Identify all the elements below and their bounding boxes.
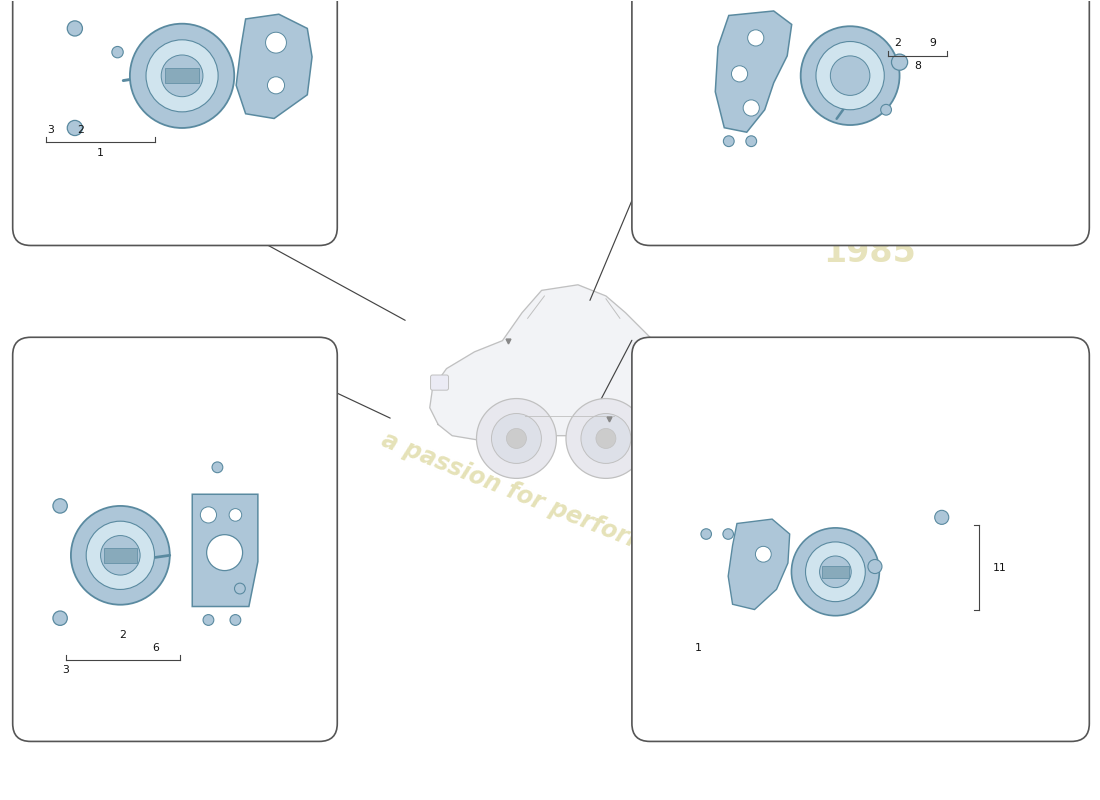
Bar — [104, 548, 136, 562]
Text: 2: 2 — [894, 38, 901, 48]
Circle shape — [881, 104, 891, 115]
Circle shape — [204, 614, 213, 626]
Circle shape — [212, 462, 223, 473]
Circle shape — [935, 510, 949, 524]
Circle shape — [234, 583, 245, 594]
Circle shape — [792, 528, 879, 616]
Circle shape — [130, 24, 234, 128]
Text: 13: 13 — [89, 13, 121, 74]
Circle shape — [724, 136, 734, 146]
Text: 4: 4 — [182, 3, 214, 63]
Circle shape — [830, 56, 870, 95]
Circle shape — [53, 498, 67, 513]
FancyBboxPatch shape — [13, 0, 338, 246]
Circle shape — [86, 521, 154, 590]
Text: 12: 12 — [761, 494, 774, 529]
Circle shape — [581, 414, 631, 463]
FancyBboxPatch shape — [13, 338, 338, 742]
Circle shape — [748, 30, 763, 46]
Circle shape — [868, 559, 882, 574]
Circle shape — [891, 54, 908, 70]
Bar — [165, 68, 199, 83]
Circle shape — [70, 506, 169, 605]
Circle shape — [732, 66, 748, 82]
Text: 13: 13 — [768, 80, 782, 115]
FancyBboxPatch shape — [631, 0, 1089, 246]
Text: 7: 7 — [210, 476, 239, 503]
Circle shape — [67, 120, 82, 135]
FancyBboxPatch shape — [430, 375, 449, 390]
Text: 3: 3 — [63, 665, 69, 674]
Text: 9: 9 — [930, 38, 936, 48]
Text: 5: 5 — [741, 73, 760, 104]
Circle shape — [701, 529, 712, 539]
Text: 11: 11 — [992, 562, 1007, 573]
Circle shape — [805, 542, 866, 602]
Circle shape — [596, 429, 616, 449]
Text: 1985: 1985 — [823, 236, 916, 269]
FancyBboxPatch shape — [631, 338, 1089, 742]
Polygon shape — [430, 285, 675, 444]
Text: 2: 2 — [828, 492, 842, 527]
Circle shape — [200, 507, 217, 523]
Text: 5: 5 — [708, 484, 734, 520]
Circle shape — [476, 398, 557, 478]
Circle shape — [267, 77, 285, 94]
Circle shape — [265, 32, 286, 53]
Text: 10: 10 — [803, 78, 816, 110]
Circle shape — [100, 535, 140, 575]
Text: 5: 5 — [200, 454, 219, 486]
Circle shape — [67, 21, 82, 36]
Text: 1: 1 — [694, 642, 702, 653]
Circle shape — [744, 100, 759, 116]
Circle shape — [723, 529, 734, 539]
Polygon shape — [728, 519, 790, 610]
Text: 5: 5 — [256, 15, 299, 42]
Text: 6: 6 — [152, 642, 158, 653]
Circle shape — [230, 614, 241, 626]
Polygon shape — [236, 14, 312, 118]
Text: 13: 13 — [197, 524, 228, 548]
Text: a passion for performance: a passion for performance — [377, 428, 713, 582]
Circle shape — [112, 46, 123, 58]
FancyBboxPatch shape — [654, 372, 670, 398]
Text: 13: 13 — [733, 490, 749, 524]
Text: 1: 1 — [97, 148, 104, 158]
Circle shape — [162, 55, 202, 97]
Text: 3: 3 — [47, 125, 54, 134]
Circle shape — [820, 556, 851, 587]
Text: 9: 9 — [856, 492, 873, 526]
Circle shape — [746, 136, 757, 146]
Bar — [822, 566, 848, 578]
Circle shape — [506, 429, 527, 449]
Circle shape — [801, 26, 900, 125]
Circle shape — [207, 534, 243, 570]
Circle shape — [566, 398, 646, 478]
Text: 2: 2 — [119, 630, 126, 640]
Circle shape — [146, 40, 218, 112]
Circle shape — [816, 42, 884, 110]
Text: 2: 2 — [77, 125, 84, 134]
Circle shape — [492, 414, 541, 463]
Circle shape — [229, 509, 242, 521]
Polygon shape — [192, 494, 257, 606]
Text: 8: 8 — [914, 61, 921, 71]
Circle shape — [756, 546, 771, 562]
Polygon shape — [715, 11, 792, 132]
Circle shape — [53, 611, 67, 626]
